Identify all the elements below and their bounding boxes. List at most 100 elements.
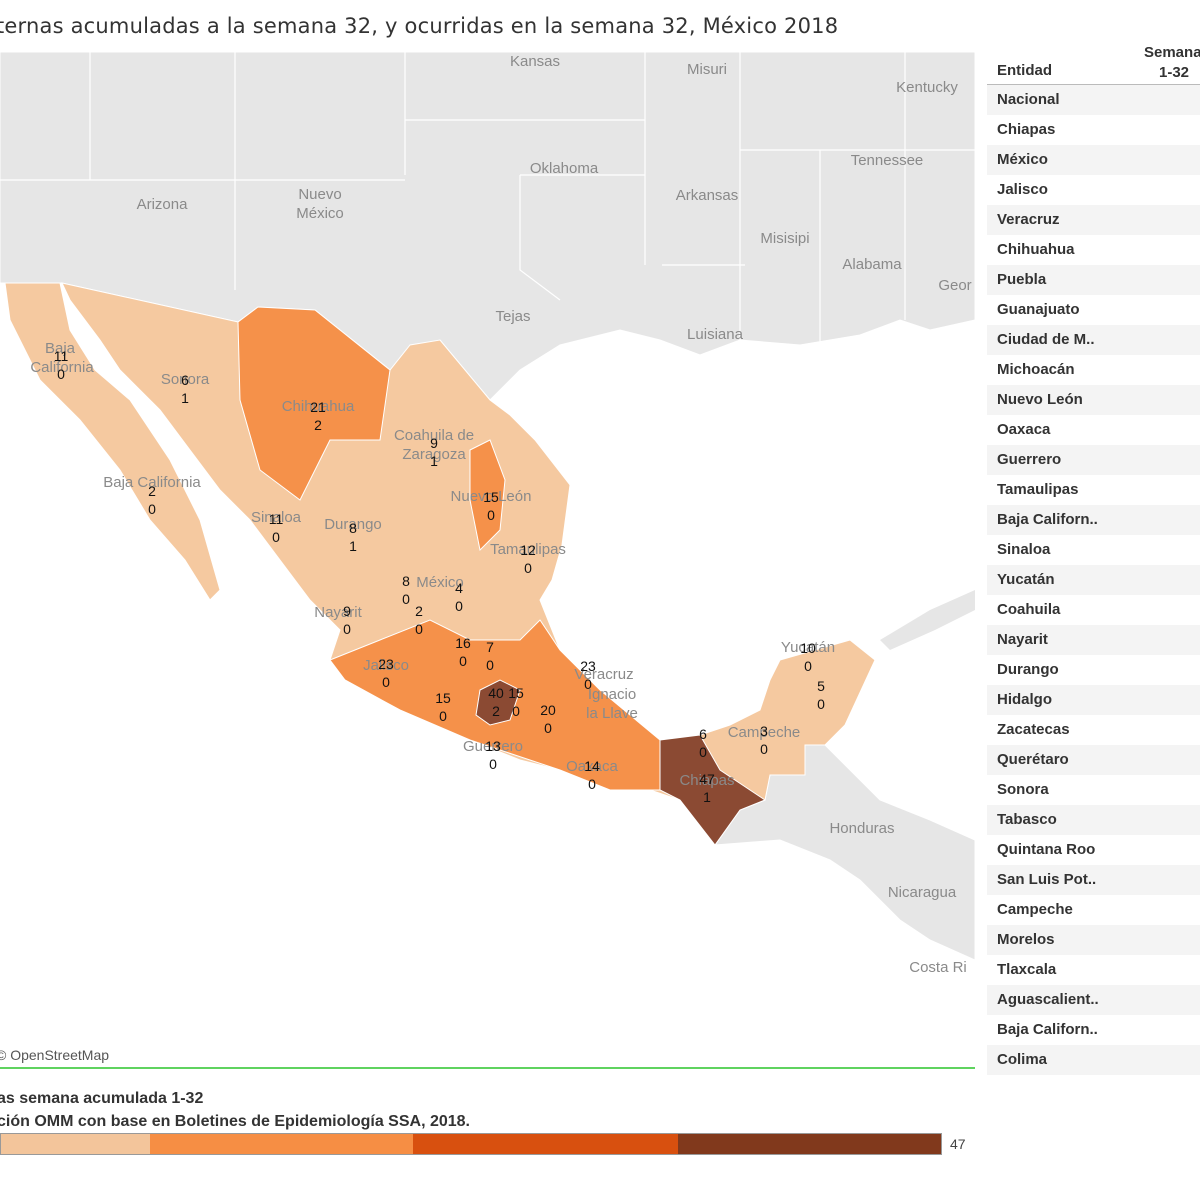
place-label: Arizona — [137, 196, 189, 213]
place-label: Kansas — [510, 53, 560, 70]
table-row: Durango8 — [987, 655, 1200, 685]
entity-name: Tamaulipas — [997, 481, 1079, 498]
marker-week: 0 — [544, 720, 552, 736]
marker-week: 0 — [415, 621, 423, 637]
place-label: Honduras — [829, 820, 894, 837]
place-label: la Llave — [586, 705, 638, 722]
marker-week: 0 — [455, 598, 463, 614]
marker-total: 10 — [800, 640, 816, 656]
table-row: Coahuila9 — [987, 595, 1200, 625]
table-row: Nacional390 — [987, 85, 1200, 115]
marker-total: 9 — [343, 603, 351, 619]
marker-total: 9 — [430, 435, 438, 451]
marker-total: 8 — [349, 520, 357, 536]
legend-swatch — [413, 1133, 678, 1155]
marker-total: 6 — [181, 372, 189, 388]
place-label: California — [30, 359, 94, 376]
legend-swatch — [150, 1133, 413, 1155]
entity-name: Quintana Roo — [997, 841, 1096, 858]
marker-week: 0 — [148, 501, 156, 517]
place-label: Chihuahua — [282, 398, 355, 415]
marker-total: 11 — [54, 348, 69, 364]
entity-name: Yucatán — [997, 571, 1055, 588]
entity-name: Zacatecas — [997, 721, 1070, 738]
entity-name: Morelos — [997, 931, 1055, 948]
marker-total: 23 — [580, 658, 596, 674]
table-row: Tamaulipas12 — [987, 475, 1200, 505]
place-label: Yucatán — [781, 639, 835, 656]
place-label: Misisipi — [760, 230, 809, 247]
marker-total: 6 — [699, 726, 707, 742]
us-borders — [0, 52, 975, 345]
entity-name: Coahuila — [997, 601, 1061, 618]
table-row: Nuevo León15 — [987, 385, 1200, 415]
table-row: Aguascalient..2 — [987, 985, 1200, 1015]
marker-total: 47 — [699, 771, 715, 787]
attribution: © OpenStreetMap — [0, 1047, 109, 1063]
marker-week: 0 — [487, 507, 495, 523]
marker-week: 2 — [492, 703, 500, 719]
chihuahua — [237, 306, 391, 501]
marker-total: 14 — [584, 758, 600, 774]
table-row: Sonora6 — [987, 775, 1200, 805]
place-label: Oaxaca — [566, 758, 618, 775]
table-row: Chihuahua21 — [987, 235, 1200, 265]
cuba — [880, 590, 975, 650]
marker-week: 1 — [430, 453, 438, 469]
marker-week: 1 — [181, 390, 189, 406]
entity-name: Puebla — [997, 271, 1047, 288]
table-row: Baja Californ..2 — [987, 1015, 1200, 1045]
legend: 47 — [0, 1133, 966, 1155]
table-row: Yucatán10 — [987, 565, 1200, 595]
entity-name: Nuevo León — [997, 391, 1083, 408]
table-row: Oaxaca14 — [987, 415, 1200, 445]
entity-name: Colima — [997, 1051, 1048, 1068]
table-row: Sinaloa11 — [987, 535, 1200, 565]
place-label: México — [296, 205, 344, 222]
marker-week: 1 — [703, 789, 711, 805]
marker-total: 11 — [269, 511, 284, 527]
table-row: Jalisco23 — [987, 175, 1200, 205]
table-row: Baja Californ..11 — [987, 505, 1200, 535]
marker-week: 0 — [584, 676, 592, 692]
entity-name: Jalisco — [997, 181, 1048, 198]
marker-week: 0 — [512, 703, 520, 719]
marker-week: 0 — [524, 560, 532, 576]
place-label: Alabama — [842, 256, 902, 273]
place-label: Sinaloa — [251, 509, 302, 526]
marker-total: 4 — [455, 580, 463, 596]
entity-name: Aguascalient.. — [997, 991, 1099, 1008]
marker-week: 0 — [402, 591, 410, 607]
marker-total: 21 — [310, 399, 326, 415]
legend-max: 47 — [950, 1136, 966, 1152]
marker-total: 15 — [483, 489, 499, 505]
place-label: Campeche — [728, 724, 801, 741]
place-label: Nicaragua — [888, 884, 957, 901]
marker-week: 0 — [760, 741, 768, 757]
entity-name: Chihuahua — [997, 241, 1075, 258]
table-header: Entidad Semana 1-32 — [987, 40, 1200, 85]
chiapas — [659, 734, 767, 846]
entity-name: San Luis Pot.. — [997, 871, 1097, 888]
footer-text: as semana acumulada 1-32 — [0, 1090, 204, 1107]
place-label: Baja California — [103, 474, 201, 491]
entity-name: México — [997, 151, 1048, 168]
header-cell: Semana — [1144, 44, 1200, 61]
entity-name: Michoacán — [997, 361, 1075, 378]
table-row: Chiapas47 — [987, 115, 1200, 145]
place-label: Zaragoza — [402, 446, 466, 463]
marker-week: 0 — [343, 621, 351, 637]
marker-week: 1 — [349, 538, 357, 554]
entity-name: Hidalgo — [997, 691, 1052, 708]
marker-total: 16 — [455, 635, 471, 651]
place-label: Guerrero — [463, 738, 523, 755]
marker-week: 0 — [817, 696, 825, 712]
place-label: Arkansas — [676, 187, 739, 204]
table-row: Quintana Roo5 — [987, 835, 1200, 865]
estado-mexico — [475, 679, 521, 726]
table-row: Guerrero13 — [987, 445, 1200, 475]
entity-name: Sinaloa — [997, 541, 1051, 558]
marker-week: 0 — [57, 366, 65, 382]
place-label: Nuevo — [298, 186, 341, 203]
